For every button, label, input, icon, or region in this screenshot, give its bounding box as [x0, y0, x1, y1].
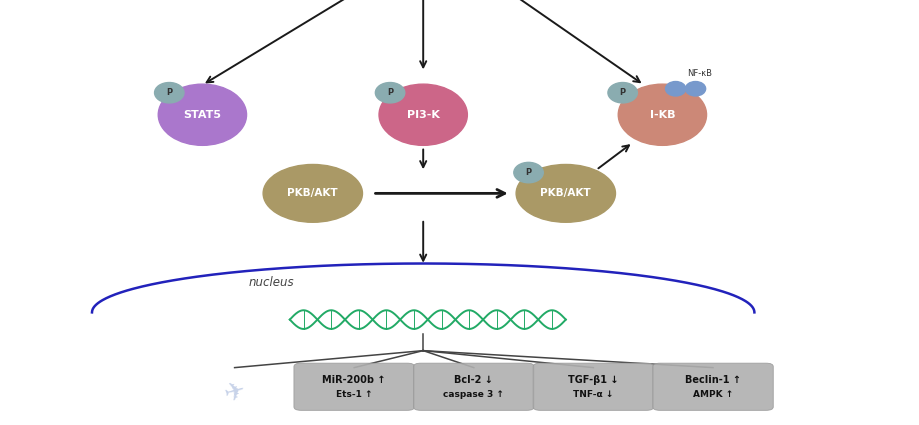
Text: NF-κB: NF-κB: [686, 69, 711, 78]
Text: ✈: ✈: [221, 379, 247, 408]
Ellipse shape: [154, 82, 184, 103]
Text: P: P: [525, 168, 531, 177]
Text: AMPK ↑: AMPK ↑: [692, 390, 732, 399]
FancyBboxPatch shape: [652, 363, 772, 411]
Text: P: P: [387, 88, 392, 97]
Ellipse shape: [607, 82, 637, 103]
Ellipse shape: [513, 162, 543, 183]
Ellipse shape: [618, 84, 706, 145]
Text: TGF-β1 ↓: TGF-β1 ↓: [568, 375, 618, 385]
Text: MiR-200b ↑: MiR-200b ↑: [322, 375, 386, 385]
Text: P: P: [166, 88, 172, 97]
Ellipse shape: [516, 164, 615, 222]
Text: STAT5: STAT5: [183, 110, 221, 120]
FancyBboxPatch shape: [294, 363, 414, 411]
Text: PI3-K: PI3-K: [406, 110, 439, 120]
Text: nucleus: nucleus: [248, 276, 294, 289]
Text: PKB/AKT: PKB/AKT: [287, 188, 338, 198]
Text: TNF-α ↓: TNF-α ↓: [573, 390, 613, 399]
Text: caspase 3 ↑: caspase 3 ↑: [443, 390, 504, 399]
Text: Bcl-2 ↓: Bcl-2 ↓: [454, 375, 493, 385]
Text: I-KB: I-KB: [649, 110, 675, 120]
Text: P: P: [618, 88, 625, 97]
Ellipse shape: [685, 82, 705, 96]
Ellipse shape: [664, 82, 685, 96]
Ellipse shape: [375, 82, 404, 103]
FancyBboxPatch shape: [414, 363, 533, 411]
FancyBboxPatch shape: [533, 363, 653, 411]
Ellipse shape: [158, 84, 246, 145]
Ellipse shape: [263, 164, 362, 222]
Text: PKB/AKT: PKB/AKT: [539, 188, 591, 198]
Text: Ets-1 ↑: Ets-1 ↑: [335, 390, 372, 399]
Ellipse shape: [379, 84, 467, 145]
Text: Beclin-1 ↑: Beclin-1 ↑: [685, 375, 740, 385]
